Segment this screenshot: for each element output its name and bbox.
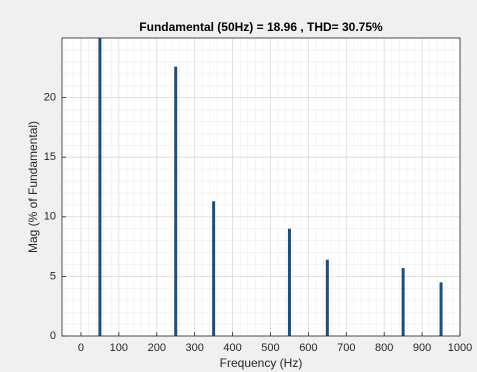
x-tick-label: 800 xyxy=(375,342,393,354)
bars xyxy=(98,38,443,336)
x-tick-label: 700 xyxy=(337,342,355,354)
y-tick-label: 5 xyxy=(50,270,56,282)
x-tick-label: 600 xyxy=(299,342,317,354)
bar xyxy=(325,259,329,336)
bar xyxy=(174,66,178,336)
y-tick-label: 10 xyxy=(44,211,56,223)
x-tick-label: 400 xyxy=(223,342,241,354)
x-axis-label: Frequency (Hz) xyxy=(220,356,303,370)
x-tick-label: 500 xyxy=(261,342,279,354)
bar xyxy=(98,38,102,336)
bar xyxy=(401,268,405,336)
y-tick-label: 20 xyxy=(44,92,56,104)
y-tick-label: 0 xyxy=(50,330,56,342)
x-tick-label: 1000 xyxy=(448,342,472,354)
y-axis-label: Mag (% of Fundamental) xyxy=(26,121,40,253)
bar xyxy=(212,201,216,336)
x-tick-label: 300 xyxy=(185,342,203,354)
y-tick-label: 15 xyxy=(44,151,56,163)
plot-area xyxy=(62,38,460,336)
x-tick-label: 100 xyxy=(110,342,128,354)
bar xyxy=(287,228,291,336)
plot-frame xyxy=(61,37,461,337)
x-tick-label: 900 xyxy=(413,342,431,354)
x-tick-label: 0 xyxy=(78,342,84,354)
x-tick-label: 200 xyxy=(148,342,166,354)
bar xyxy=(439,282,443,336)
grid xyxy=(62,38,461,337)
chart-title: Fundamental (50Hz) = 18.96 , THD= 30.75% xyxy=(139,20,383,34)
